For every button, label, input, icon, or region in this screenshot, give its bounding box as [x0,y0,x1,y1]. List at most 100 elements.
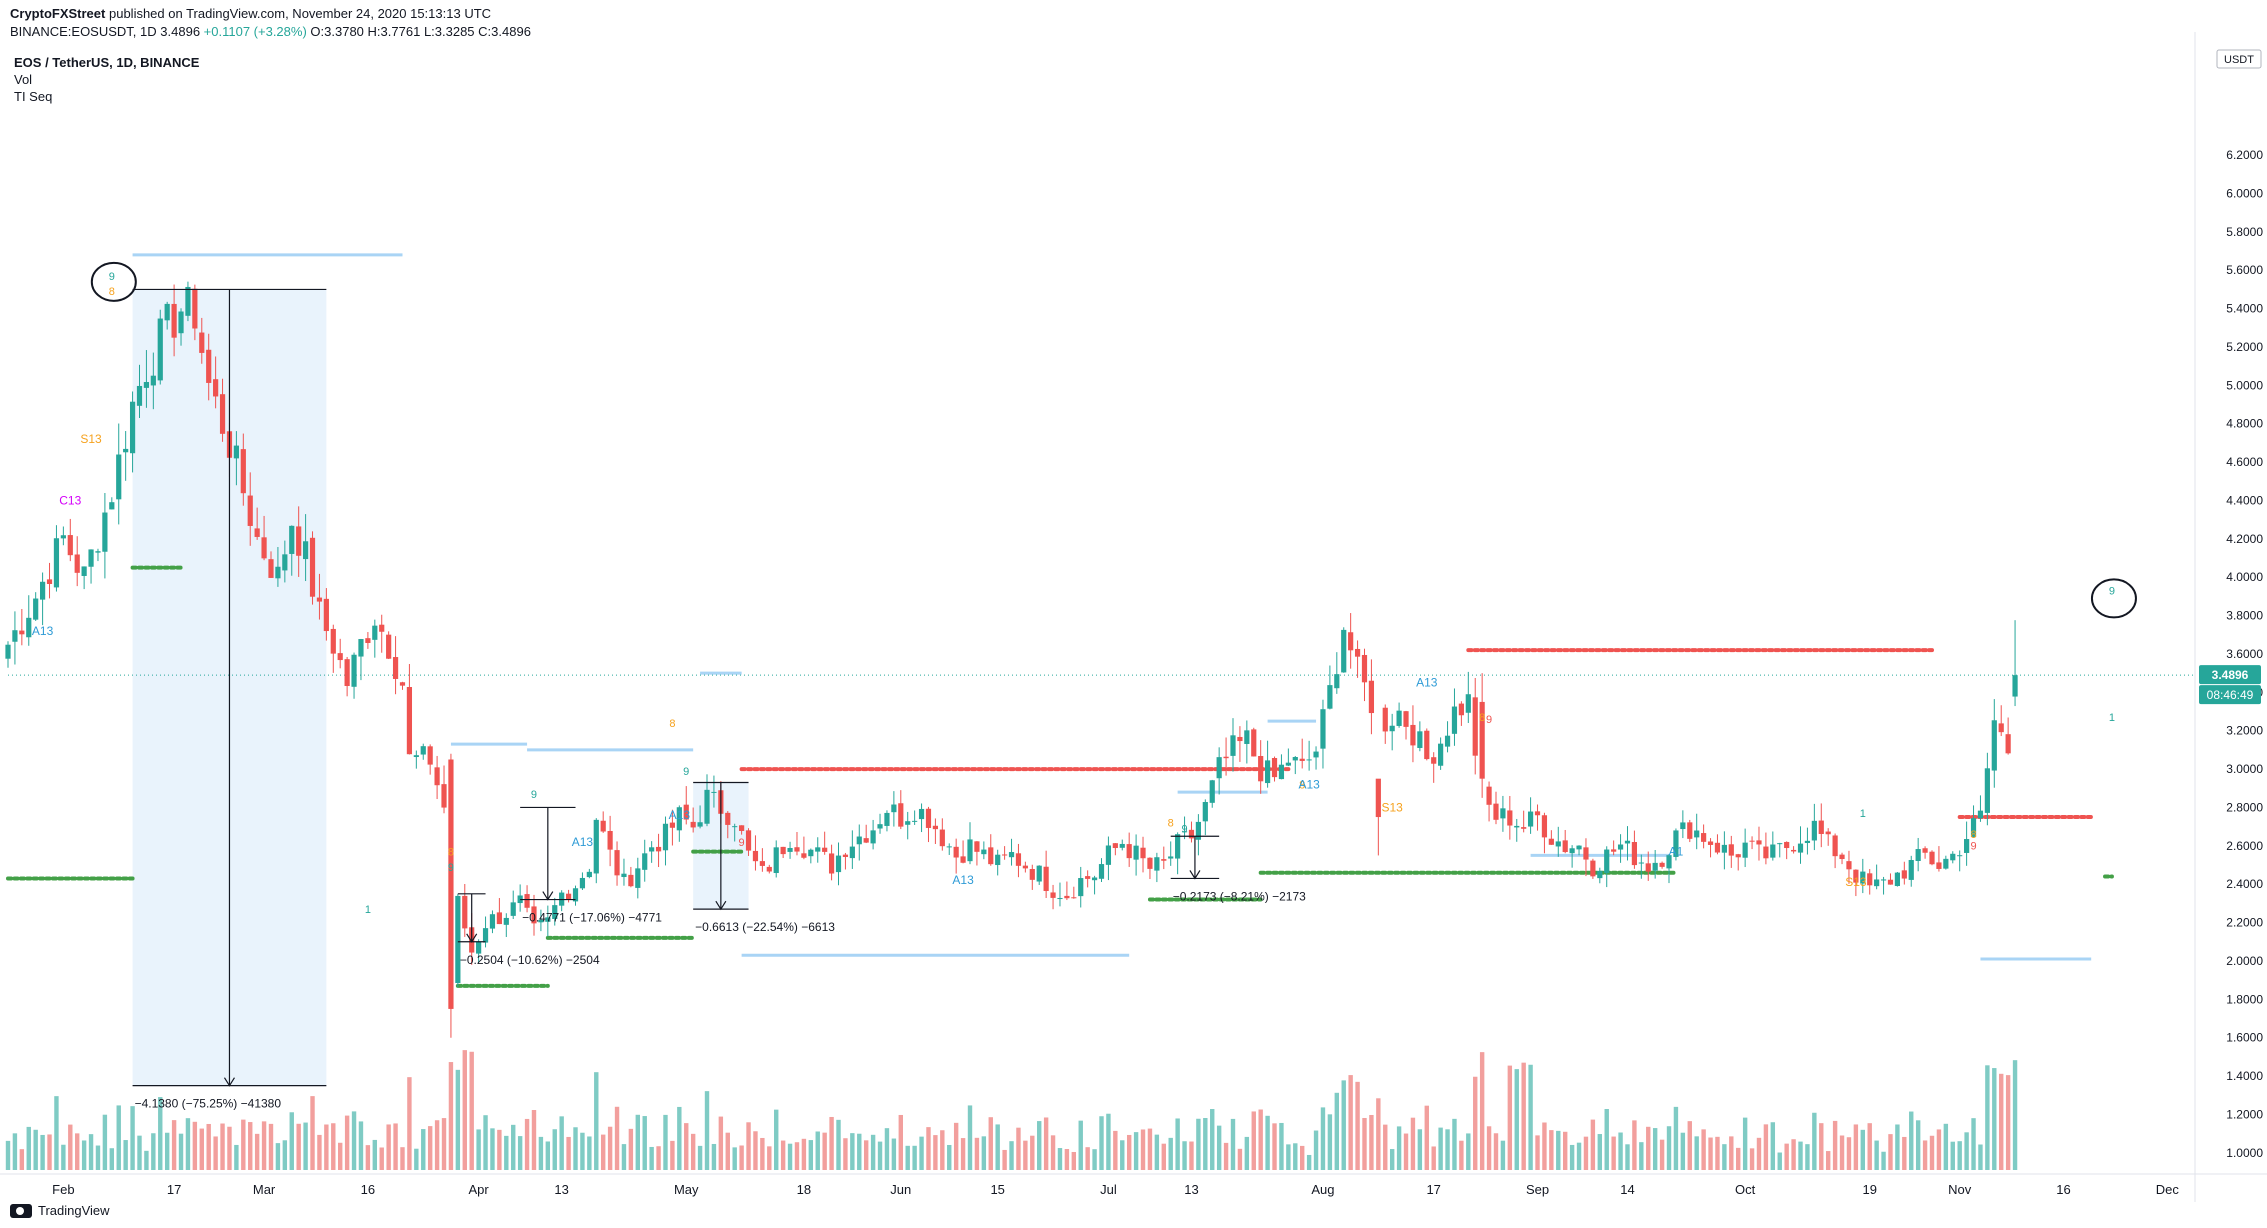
candle-body [773,847,779,874]
candle-body [302,541,309,560]
volume-bar [628,1128,634,1170]
volume-bar [331,1123,336,1170]
volume-bar [559,1116,564,1170]
price-tick-label: 5.2000 [2226,340,2263,354]
candle-body [1590,860,1596,877]
candle-body [822,847,828,852]
volume-bar [1272,1123,1277,1170]
volume-bar [19,1149,25,1170]
volume-bar [552,1129,557,1170]
candle-body [877,824,883,829]
volume-bar [1493,1133,1499,1170]
candle-body [842,854,849,858]
candle-body [1846,861,1852,870]
time-tick-label: Sep [1526,1182,1549,1197]
legend-volume[interactable]: Vol [14,72,33,87]
volume-bar [427,1126,433,1170]
candle-body [1714,842,1721,853]
volume-bar [206,1123,211,1170]
volume-bar [1549,1130,1554,1170]
volume-bar [1639,1142,1644,1170]
candle-body [1638,862,1644,864]
candle-body [524,894,530,908]
candle-body [268,559,274,578]
td-marker: 1 [1860,808,1866,820]
volume-bar [829,1116,834,1170]
candle-body [912,820,918,822]
volume-bar [1189,1141,1194,1170]
candle-body [1597,870,1603,879]
candle-body [1036,865,1042,882]
candle-body [1029,868,1035,880]
volume-bar [760,1137,765,1170]
candle-body [1874,879,1880,887]
volume-bar [61,1144,66,1170]
volume-bar [870,1134,876,1170]
time-tick-label: Oct [1735,1182,1756,1197]
last-price: 3.4896 [160,24,201,39]
volume-bar [600,1134,606,1170]
volume-bar [254,1133,260,1170]
volume-bar [1763,1124,1769,1170]
price-tick-label: 5.0000 [2226,378,2263,392]
candle-body [1119,843,1125,848]
legend-indicator[interactable]: TI Seq [14,89,53,104]
candle-body [1258,756,1264,782]
candle-body [1922,848,1928,853]
volume-bar [732,1147,737,1170]
volume-bar [1327,1114,1333,1170]
volume-bar [1819,1123,1824,1170]
volume-bar [241,1119,246,1170]
volume-bar [877,1141,883,1170]
candle-body [1465,694,1471,713]
tradingview-logo[interactable]: TradingView [10,1203,110,1218]
volume-bar [677,1106,682,1170]
price-tick-label: 3.8000 [2226,609,2263,623]
candle-body [1320,709,1326,749]
td-marker: 8 [669,718,675,730]
volume-bar [324,1124,329,1170]
candle-body [1140,847,1146,859]
price-tick-label: 5.4000 [2226,302,2263,316]
candle-body [953,846,959,858]
td-marker: S13 [80,432,102,446]
measure-label: −0.2504 (−10.62%) −2504 [460,953,600,967]
volume-bar [1514,1069,1519,1170]
volume-bar [1888,1134,1893,1170]
candle-body [600,820,606,832]
candle-body [815,847,821,852]
volume-bar [1182,1141,1187,1170]
volume-bar [1293,1143,1298,1170]
candle-body [1278,764,1285,780]
candle-body [1818,820,1824,834]
candle-body [392,657,399,679]
measurements: −4.1380 (−75.25%) −41380 −0.2504 (−10.62%… [132,288,1306,1111]
volume-bar [289,1112,294,1170]
candle-body [261,537,267,559]
volume-bar [317,1134,322,1170]
candle-body [1514,825,1520,828]
candle-body [794,847,800,852]
candle-body [240,449,246,494]
volume-bar [47,1134,52,1170]
volume-bar [455,1069,461,1170]
volume-bar [787,1143,793,1170]
candle-body [372,625,378,640]
candle-body [67,535,73,556]
candle-body [74,554,80,573]
candle-body [1998,723,2004,733]
candle-body [683,804,689,820]
price-tick-label: 4.8000 [2226,417,2263,431]
volume-bar [1057,1148,1063,1170]
legend-symbol[interactable]: EOS / TetherUS, 1D, BINANCE [14,55,200,70]
publisher-name[interactable]: CryptoFXStreet [10,6,106,21]
candle-body [351,654,357,687]
candle-body [282,554,288,571]
candle-body [199,332,205,353]
candle-body [5,644,11,659]
candle-body [1244,730,1250,744]
volume-bar [2012,1060,2018,1170]
volume-bar [967,1105,973,1170]
volume-bar [504,1135,509,1170]
